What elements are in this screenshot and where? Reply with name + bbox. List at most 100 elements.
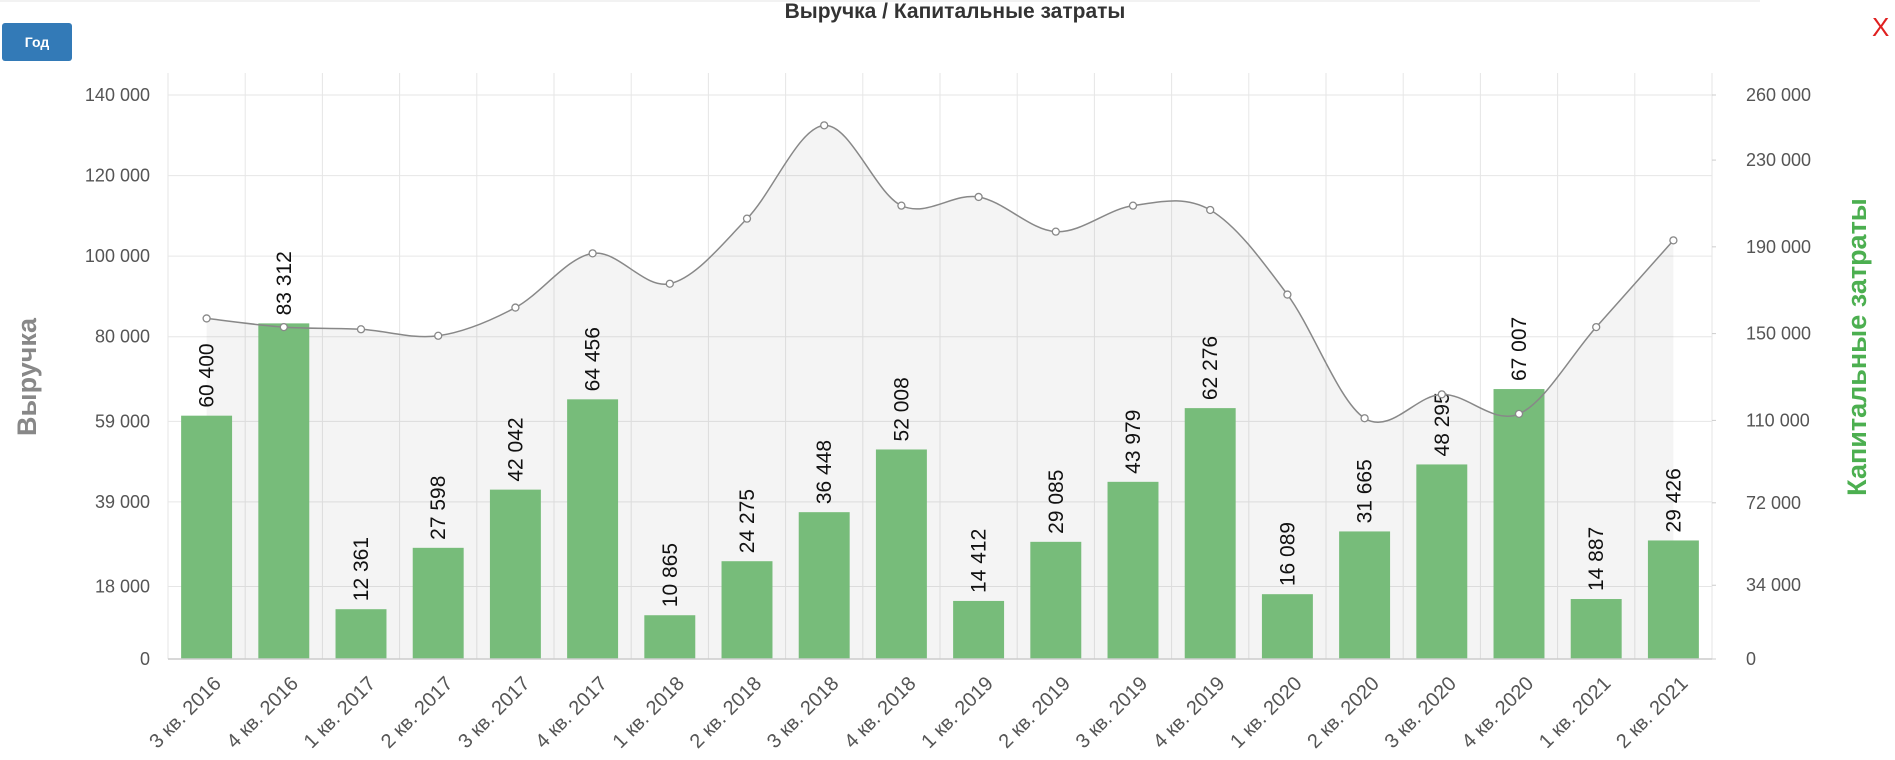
y2-tick-label: 0 bbox=[1746, 649, 1756, 669]
bar bbox=[181, 415, 233, 659]
x-tick-label: 1 кв. 2021 bbox=[1535, 673, 1615, 753]
y2-tick-label: 110 000 bbox=[1746, 410, 1810, 430]
line-point bbox=[897, 201, 906, 210]
y-axis-title: Выручка bbox=[12, 317, 42, 436]
line-point bbox=[1514, 409, 1524, 419]
data-label: 14 412 bbox=[968, 529, 991, 593]
x-tick-label: 1 кв. 2018 bbox=[609, 673, 689, 753]
data-label: 43 979 bbox=[1122, 410, 1145, 474]
y2-tick-label: 72 000 bbox=[1746, 493, 1801, 513]
x-tick-label: 2 кв. 2021 bbox=[1612, 673, 1692, 753]
line-point bbox=[1437, 390, 1446, 399]
y2-tick-label: 190 000 bbox=[1746, 237, 1811, 257]
bar bbox=[412, 547, 464, 659]
data-label: 62 276 bbox=[1199, 336, 1222, 400]
data-label: 24 275 bbox=[736, 489, 759, 553]
close-button[interactable]: X bbox=[1872, 12, 1890, 42]
bar bbox=[258, 323, 310, 659]
chart-title: Выручка / Капитальные затраты bbox=[785, 0, 1126, 23]
line-point bbox=[820, 121, 829, 130]
bar bbox=[1339, 531, 1391, 659]
bar bbox=[567, 399, 619, 659]
y-tick-label: 120 000 bbox=[85, 166, 150, 186]
data-label: 14 887 bbox=[1585, 527, 1608, 591]
x-tick-label: 3 кв. 2016 bbox=[145, 673, 225, 753]
x-tick-label: 3 кв. 2017 bbox=[454, 673, 534, 753]
x-tick-label: 4 кв. 2020 bbox=[1458, 673, 1538, 753]
y2-tick-label: 260 000 bbox=[1746, 85, 1811, 105]
data-label: 29 085 bbox=[1045, 470, 1068, 534]
x-tick-label: 2 кв. 2019 bbox=[995, 673, 1075, 753]
x-tick-label: 1 кв. 2020 bbox=[1226, 673, 1306, 753]
x-tick-label: 3 кв. 2018 bbox=[763, 673, 843, 753]
x-tick-label: 4 кв. 2018 bbox=[840, 673, 920, 753]
line-point bbox=[202, 314, 211, 323]
bar bbox=[1570, 599, 1622, 659]
period-button[interactable]: Год bbox=[2, 23, 72, 61]
data-label: 64 456 bbox=[582, 327, 605, 391]
bar bbox=[1416, 464, 1468, 659]
data-label: 48 295 bbox=[1431, 392, 1454, 456]
x-tick-label: 1 кв. 2017 bbox=[300, 673, 380, 753]
y2-tick-label: 230 000 bbox=[1746, 150, 1811, 170]
line-point bbox=[511, 303, 520, 312]
y2-tick-label: 34 000 bbox=[1746, 575, 1801, 595]
line-point bbox=[1592, 322, 1601, 332]
line-point bbox=[434, 331, 443, 340]
data-label: 16 089 bbox=[1276, 522, 1299, 586]
y-tick-label: 0 bbox=[140, 649, 150, 669]
y-tick-label: 140 000 bbox=[85, 85, 150, 105]
bar bbox=[1030, 541, 1082, 659]
line-point bbox=[588, 249, 597, 258]
x-tick-label: 4 кв. 2016 bbox=[223, 673, 303, 753]
bar bbox=[721, 561, 773, 659]
y-tick-label: 39 000 bbox=[95, 492, 150, 512]
y2-axis-title: Капитальные затраты bbox=[1842, 198, 1872, 496]
bar bbox=[489, 489, 541, 659]
bar bbox=[1647, 540, 1699, 659]
line-point bbox=[1360, 414, 1369, 423]
y2-tick-label: 150 000 bbox=[1746, 324, 1811, 344]
line-point bbox=[356, 325, 366, 334]
line-point bbox=[1206, 205, 1215, 215]
data-label: 83 312 bbox=[273, 251, 296, 315]
x-tick-label: 3 кв. 2020 bbox=[1381, 673, 1461, 753]
bar bbox=[1184, 408, 1236, 659]
x-tick-label: 3 кв. 2019 bbox=[1072, 673, 1152, 753]
bar bbox=[875, 449, 927, 659]
x-tick-label: 4 кв. 2017 bbox=[531, 673, 611, 753]
bar bbox=[1107, 481, 1159, 659]
y-tick-label: 59 000 bbox=[95, 411, 150, 431]
data-label: 42 042 bbox=[504, 417, 527, 481]
y-tick-label: 80 000 bbox=[95, 327, 150, 347]
line-point bbox=[1128, 201, 1138, 210]
line-point bbox=[1051, 227, 1060, 236]
data-label: 52 008 bbox=[890, 377, 913, 441]
data-label: 36 448 bbox=[813, 440, 836, 504]
y-tick-label: 18 000 bbox=[95, 576, 150, 596]
y-tick-label: 100 000 bbox=[85, 246, 150, 266]
bar bbox=[798, 512, 850, 659]
bar bbox=[644, 615, 696, 659]
line-point bbox=[1283, 290, 1292, 299]
bar bbox=[335, 609, 387, 659]
x-tick-label: 1 кв. 2019 bbox=[917, 673, 997, 753]
data-label: 31 665 bbox=[1354, 459, 1377, 523]
data-label: 60 400 bbox=[196, 343, 219, 407]
x-tick-label: 2 кв. 2018 bbox=[686, 673, 766, 753]
line-point bbox=[279, 322, 288, 332]
line-point bbox=[1669, 236, 1678, 245]
data-label: 12 361 bbox=[350, 537, 373, 601]
x-tick-label: 4 кв. 2019 bbox=[1149, 673, 1229, 753]
bar bbox=[953, 600, 1005, 659]
data-label: 67 007 bbox=[1508, 317, 1531, 381]
x-tick-label: 2 кв. 2017 bbox=[377, 673, 457, 753]
data-label: 10 865 bbox=[659, 543, 682, 607]
bar bbox=[1493, 389, 1545, 659]
data-label: 29 426 bbox=[1662, 468, 1685, 532]
line-point bbox=[742, 214, 752, 223]
data-label: 27 598 bbox=[427, 476, 450, 540]
line bbox=[206, 124, 1674, 424]
